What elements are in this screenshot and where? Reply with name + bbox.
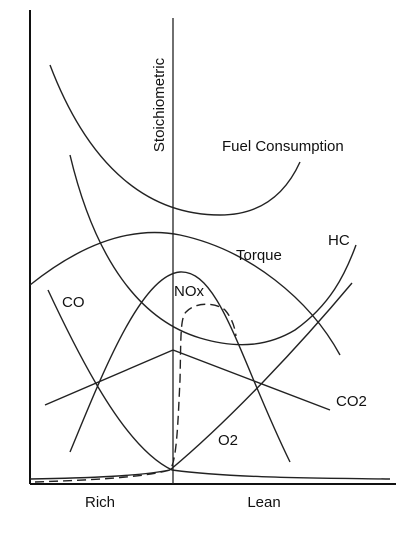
curve-label: HC	[328, 232, 350, 249]
torque-curve	[29, 231, 341, 356]
curve-label: CO2	[336, 393, 367, 410]
x-axis-label: Rich	[85, 494, 115, 511]
stoichiometric-label: Stoichiometric	[151, 57, 168, 152]
curve-label: Fuel Consumption	[222, 138, 344, 155]
fuel-consumption-curve	[49, 64, 301, 216]
co2-curve	[44, 349, 331, 411]
nox-curve	[69, 271, 291, 463]
hc-curve	[69, 154, 357, 346]
baseline-curve	[29, 469, 171, 480]
o2-curve	[169, 282, 353, 471]
curve-label: O2	[218, 432, 238, 449]
curve-label: NOx	[174, 283, 205, 300]
nox-dashed-curve	[34, 303, 237, 483]
x-axis-label: Lean	[247, 494, 280, 511]
curve-label: CO	[62, 294, 85, 311]
curve-label: Torque	[236, 247, 282, 264]
co-curve	[47, 289, 391, 480]
